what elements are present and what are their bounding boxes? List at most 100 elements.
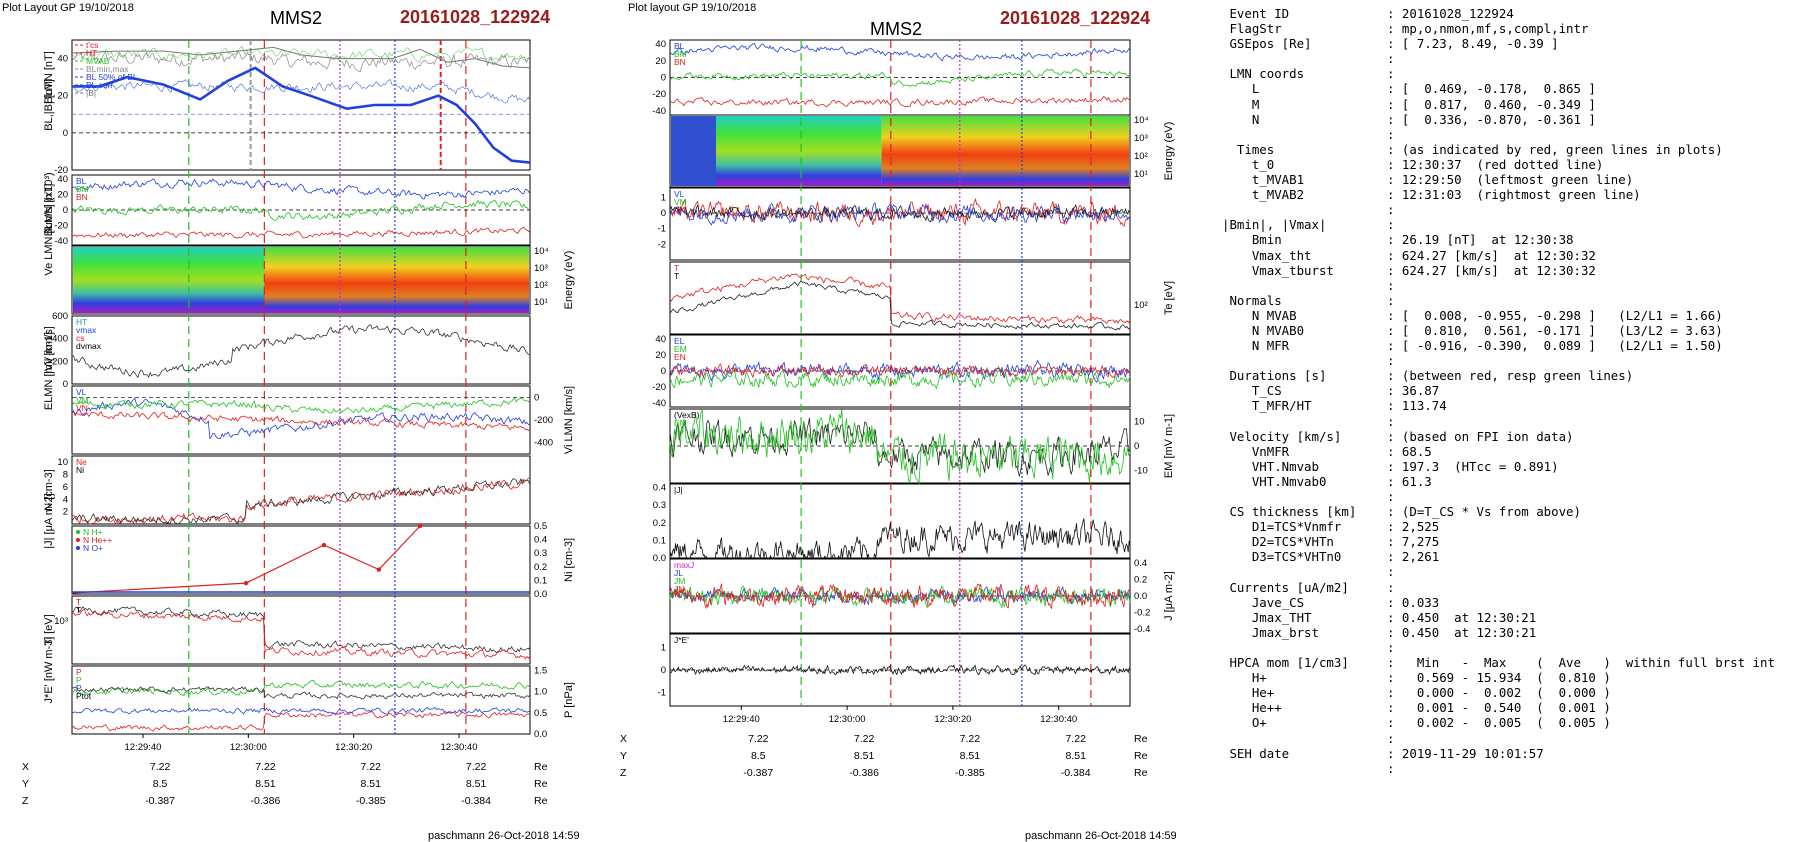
- summary-row: O+: 0.002 - 0.005 ( 0.005 ): [1222, 715, 1802, 730]
- right-p5-legend-label: EN: [674, 352, 686, 362]
- left-pos-row-value: 8.51: [466, 778, 487, 790]
- right-p2-ylabel: Energy (eV): [1163, 122, 1175, 181]
- left-pos-row-unit: Re: [534, 778, 548, 790]
- left-p5-ylabel: Vi LMN [km/s]: [563, 386, 575, 454]
- right-pos-row-unit: Re: [1134, 767, 1148, 779]
- left-p7-ytick: 0.1: [534, 575, 547, 586]
- left-p8-ylabel: Ti [eV]: [43, 614, 55, 645]
- summary-value: : 0.450 at 12:30:21: [1387, 624, 1537, 640]
- summary-value: : 0.033: [1387, 594, 1440, 610]
- right-electron-spectrogram-pre: [716, 116, 882, 186]
- summary-row: T_CS: 36.87: [1222, 383, 1802, 398]
- left-pos-row-value: 8.51: [255, 778, 276, 790]
- right-p7-ytick: 0.0: [653, 553, 666, 564]
- summary-row: N MVAB0: [ 0.810, 0.561, -0.171 ] (L3/L2…: [1222, 323, 1802, 338]
- left-p2-legend-label: BM: [76, 184, 89, 194]
- right-pos-row-value: -0.384: [1061, 767, 1091, 779]
- right-footer: paschmann 26-Oct-2018 14:59: [1025, 830, 1177, 842]
- right-pos-row-label: Z: [620, 767, 627, 779]
- left-ion-spectrogram-post: [264, 247, 529, 313]
- summary-value: :: [1387, 202, 1395, 218]
- right-p3-ylabel: Ve LMN [km/s] (x10³): [43, 172, 55, 275]
- right-p7-ytick: 0.1: [653, 535, 666, 546]
- right-p6-trace-vexb: [669, 417, 1131, 478]
- left-pos-row-value: -0.384: [461, 795, 491, 807]
- left-p7-ytick: 0.5: [534, 521, 547, 532]
- summary-value: : 624.27 [km/s] at 12:30:32: [1387, 247, 1596, 263]
- left-p7-heplus-point: [243, 580, 249, 586]
- summary-value: : [ 0.469, -0.178, 0.865 ]: [1387, 81, 1596, 97]
- summary-key: He++: [1222, 700, 1282, 716]
- right-p8-trace-jn: [669, 583, 1131, 610]
- left-p9-ytick: 1.5: [534, 665, 547, 676]
- left-p9-ytick: 0.5: [534, 708, 547, 719]
- right-pos-row-value: 7.22: [748, 733, 769, 745]
- right-pos-row-label: X: [620, 733, 627, 745]
- summary-key: t_0: [1222, 156, 1275, 172]
- right-time-tick-label: 12:30:00: [829, 714, 866, 725]
- summary-value: : 12:31:03 (rightmost green line): [1387, 187, 1641, 203]
- left-p7-legend-label: N O+: [83, 543, 103, 553]
- right-spacecraft-title: MMS2: [870, 19, 923, 39]
- summary-value: : 68.5: [1387, 443, 1432, 459]
- right-pos-row-value: -0.386: [849, 767, 879, 779]
- summary-key: Jave_CS: [1222, 594, 1305, 610]
- summary-row: :: [1222, 202, 1802, 217]
- left-p2-ylabel: BLMN [nT]: [43, 184, 55, 237]
- left-p5-trace-vm: [71, 397, 531, 414]
- summary-row: Durations [s]: (between red, resp green …: [1222, 368, 1802, 383]
- right-p5-ylabel: ELMN [mV m-1]: [43, 332, 55, 410]
- summary-key: Event ID: [1222, 6, 1290, 21]
- left-p7-heplus-point: [376, 567, 382, 572]
- left-panel-7-frame: [71, 525, 531, 595]
- summary-key: D3=TCS*VHTn0: [1222, 549, 1342, 565]
- summary-row: Vmax_tht : 624.27 [km/s] at 12:30:32: [1222, 248, 1802, 263]
- left-pos-row-label: Y: [22, 778, 29, 790]
- summary-value: :: [1387, 51, 1395, 67]
- right-p4-legend-label: T: [674, 263, 679, 273]
- left-p1-btot-noise: [71, 50, 531, 73]
- summary-key: HPCA mom [1/cm3]: [1222, 655, 1349, 671]
- left-p2-ytick: 20: [57, 189, 68, 200]
- left-p6-ytick: 10: [57, 457, 68, 468]
- left-p7-legend-label: N H+: [83, 527, 103, 537]
- right-pos-row-value: -0.385: [955, 767, 985, 779]
- right-p6-legend-label: (VexB): [674, 410, 700, 420]
- right-p5-ytick: 20: [655, 350, 666, 361]
- right-p1-trace-bn: [669, 95, 1131, 108]
- summary-value: : (between red, resp green lines): [1387, 368, 1634, 384]
- summary-value: : (D=T_CS * Vs from above): [1387, 504, 1581, 520]
- right-p1-legend-label: BN: [674, 57, 686, 67]
- summary-value: : 624.27 [km/s] at 12:30:32: [1387, 262, 1596, 278]
- right-p2-ytick: 10³: [1134, 133, 1148, 144]
- summary-value: : 0.450 at 12:30:21: [1387, 609, 1537, 625]
- summary-value: :: [1387, 730, 1395, 746]
- event-summary-table: Event ID: 20161028_122924 FlagStr: mp,o,…: [1222, 6, 1802, 776]
- summary-row: N MVAB: [ 0.008, -0.955, -0.298 ] (L2/L1…: [1222, 308, 1802, 323]
- right-panel-7-frame: [669, 483, 1131, 559]
- summary-row: :: [1222, 564, 1802, 579]
- left-p8-trace-tpar: [72, 606, 531, 654]
- left-p7-legend-label: N He++: [83, 535, 112, 545]
- summary-value: : 2019-11-29 10:01:57: [1387, 745, 1544, 761]
- summary-key: O+: [1222, 715, 1267, 731]
- summary-key: N: [1222, 111, 1260, 127]
- left-p2-ytick: 40: [57, 174, 68, 185]
- right-p1-ytick: 0: [661, 73, 666, 84]
- right-p3-legend-label: VN: [674, 205, 686, 215]
- summary-row: He++: 0.001 - 0.540 ( 0.001 ): [1222, 700, 1802, 715]
- right-p1-trace-bl: [669, 43, 1131, 62]
- summary-row: CS thickness [km]: (D=T_CS * Vs from abo…: [1222, 504, 1802, 519]
- right-p5-ytick: 40: [655, 334, 666, 345]
- right-p3-legend-label: VM: [674, 197, 687, 207]
- summary-value: : 0.000 - 0.002 ( 0.000 ): [1387, 685, 1611, 701]
- summary-key: t_MVAB1: [1222, 172, 1305, 188]
- left-p4-ytick: 600: [52, 311, 68, 322]
- summary-key: Vmax_tht: [1222, 247, 1312, 263]
- left-p1-mvab-trace: [71, 46, 531, 63]
- summary-value: :: [1387, 353, 1395, 369]
- summary-row: N: [ 0.336, -0.870, -0.361 ]: [1222, 112, 1802, 127]
- left-p6-ytick: 2: [63, 507, 68, 518]
- left-p1-series-bl: [72, 66, 531, 164]
